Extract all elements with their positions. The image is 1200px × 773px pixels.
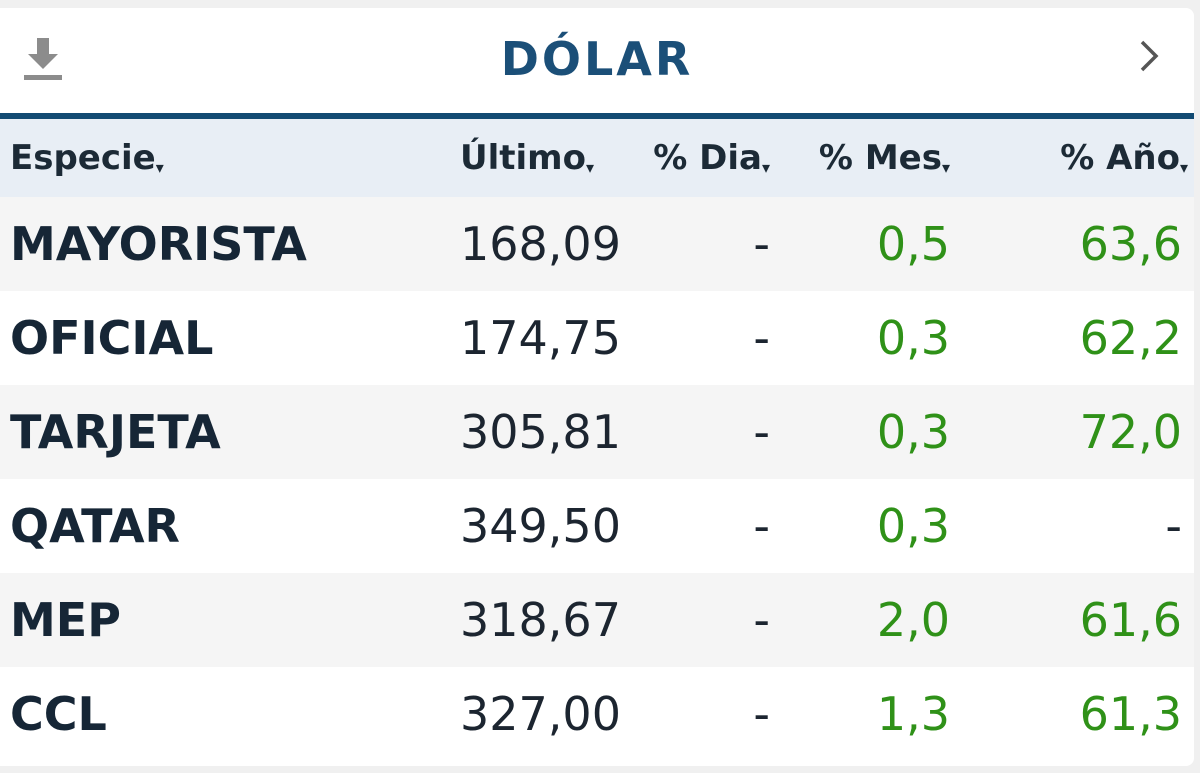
column-label: % Año [1060,138,1180,178]
column-header[interactable]: Especie▾ [0,119,456,197]
species-cell: OFICIAL [10,311,214,365]
table-row: CCL 327,00 - 1,3 61,3 [0,667,1194,761]
value-cell: 63,6 [956,197,1194,291]
column-header[interactable]: % Dia▾ [628,119,776,197]
value-cell: - [628,197,776,291]
quotes-table: Especie▾ Último▾% Dia▾% Mes▾% Año▾ MAYORI… [0,119,1194,761]
value-cell: - [1165,499,1182,553]
species-cell: TARJETA [0,385,456,479]
table-row: MEP 318,67-2,0 61,6 [0,573,1194,667]
species-cell: MEP [0,573,456,667]
sort-arrow: ▾ [941,158,950,177]
column-header[interactable]: % Mes▾ [776,119,956,197]
value-cell: - [753,499,770,553]
title: DÓLAR [500,32,694,86]
species-cell: QATAR [10,499,180,553]
table-row: TARJETA 305,81-0,3 72,0 [0,385,1194,479]
download-button[interactable] [22,30,64,86]
column-label: % Mes [818,138,942,178]
sort-arrow: ▾ [761,158,770,177]
next-button[interactable] [1134,36,1164,76]
value-cell: 318,67 [456,573,628,667]
table-row: OFICIAL 174,75 - 0,3 62,2 [0,291,1194,385]
column-label: Último [460,138,586,178]
value-cell: - [628,385,776,479]
value-cell: 174,75 [460,311,621,365]
value-cell: - [753,311,770,365]
column-header[interactable]: % Año▾ [956,119,1194,197]
sort-arrow: ▾ [585,158,594,177]
value-cell: 327,00 [460,687,621,741]
value-cell: 0,3 [776,385,956,479]
value-cell: 0,5 [776,197,956,291]
value-cell: 168,09 [456,197,628,291]
species-cell: MAYORISTA [0,197,456,291]
value-cell: 0,3 [876,499,950,553]
value-cell: - [628,573,776,667]
table-row: MAYORISTA 168,09-0,5 63,6 [0,197,1194,291]
value-cell: 349,50 [460,499,621,553]
header-row: Especie▾ Último▾% Dia▾% Mes▾% Año▾ [0,119,1194,197]
sort-arrow: ▾ [155,158,164,177]
column-label: Especie [10,138,156,178]
sort-arrow: ▾ [1179,158,1188,177]
value-cell: - [753,687,770,741]
dollar-card: DÓLAR Especie▾ Último▾% Dia▾% Mes▾% Año▾ … [0,8,1194,766]
value-cell: 61,3 [1079,687,1182,741]
title-bar: DÓLAR [0,8,1194,119]
value-cell: 72,0 [956,385,1194,479]
table-body: MAYORISTA 168,09-0,5 63,6 OFICIAL 174,75-0,3… [0,197,1194,761]
value-cell: 0,3 [876,311,950,365]
value-cell: 61,6 [956,573,1194,667]
value-cell: 1,3 [876,687,950,741]
column-header[interactable]: Último▾ [456,119,628,197]
species-cell: CCL [10,687,107,741]
value-cell: 62,2 [1079,311,1182,365]
column-label: % Dia [653,138,762,178]
value-cell: 305,81 [456,385,628,479]
table-row: QATAR 349,50 - 0,3 - [0,479,1194,573]
value-cell: 2,0 [776,573,956,667]
